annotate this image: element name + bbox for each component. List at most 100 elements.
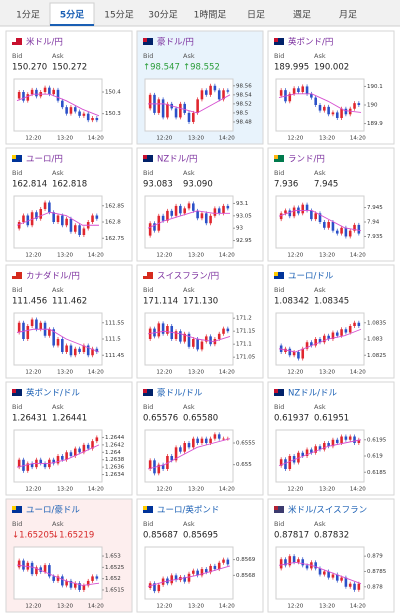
bid-label: Bid [12, 403, 22, 411]
candle [305, 86, 309, 94]
candle [26, 463, 30, 471]
candle [82, 228, 86, 235]
candle [222, 205, 225, 214]
candle [170, 210, 174, 216]
candle [157, 99, 161, 113]
candle [192, 570, 195, 574]
candle [86, 444, 90, 449]
candle [310, 210, 313, 220]
pair-name[interactable]: ユーロ/ドル [288, 272, 334, 282]
ask-value: ↑98.552 [183, 63, 220, 73]
bid-value: 162.814 [12, 180, 47, 190]
y-tick-label: 150.3 [105, 111, 121, 117]
candle [292, 207, 296, 217]
ask-label: Ask [183, 403, 195, 411]
ask-label: Ask [52, 403, 64, 411]
candle [226, 90, 230, 92]
candle [279, 90, 283, 96]
tab-label[interactable]: 週足 [293, 10, 311, 21]
candle [65, 107, 68, 114]
pair-name[interactable]: 豪ドル/円 [157, 37, 194, 48]
candle [279, 459, 283, 466]
candle [174, 331, 178, 339]
candle [217, 90, 221, 100]
pair-name[interactable]: NZドル/ドル [288, 389, 338, 399]
pair-name[interactable]: ユーロ/英ポンド [157, 505, 219, 516]
pair-name[interactable]: 英ポンド/円 [288, 37, 333, 48]
candle [39, 567, 43, 572]
candle [187, 443, 191, 448]
candle [331, 222, 335, 231]
ask-label: Ask [314, 520, 326, 528]
candle [331, 439, 335, 447]
pair-name[interactable]: ユーロ/豪ドル [26, 505, 80, 516]
x-tick-label: 12:20 [287, 136, 303, 142]
candle [331, 112, 335, 115]
candle [323, 443, 326, 450]
flag [143, 506, 153, 513]
candle [17, 560, 21, 568]
pair-name[interactable]: 米ドル/スイスフラン [288, 505, 367, 516]
candle [292, 88, 296, 94]
candle [17, 92, 21, 99]
candle [314, 97, 317, 105]
x-tick-label: 13:20 [57, 253, 73, 259]
tab-label[interactable]: 15分足 [104, 10, 133, 21]
x-tick-label: 13:20 [188, 370, 204, 376]
x-tick-label: 12:20 [156, 253, 172, 259]
y-tick-label: 93.05 [236, 213, 252, 219]
candle [314, 446, 317, 453]
bid-value: 1.08342 [274, 297, 309, 307]
candle [52, 459, 55, 464]
candle [297, 88, 300, 92]
flag-part [274, 155, 278, 159]
candle [209, 438, 212, 443]
pair-name[interactable]: NZドル/円 [157, 155, 198, 165]
ask-label: Ask [52, 286, 64, 294]
pair-name[interactable]: 英ポンド/ドル [26, 388, 80, 399]
moving-average [148, 94, 231, 114]
pair-name[interactable]: 豪ドル/ドル [157, 388, 203, 399]
x-tick-label: 14:20 [219, 370, 235, 376]
tab-label[interactable]: 月足 [339, 10, 357, 21]
bid-value: 93.083 [143, 180, 173, 190]
tab-label[interactable]: 日足 [247, 10, 265, 21]
y-tick-label: 93.1 [236, 201, 248, 207]
candle [69, 345, 73, 356]
candle [297, 352, 300, 359]
candle [318, 213, 322, 222]
tab-label[interactable]: 1時間足 [194, 10, 227, 21]
candle [78, 583, 81, 590]
candle [56, 215, 60, 222]
candle [52, 89, 55, 95]
moving-average [16, 93, 100, 117]
tab-label[interactable]: 1分足 [16, 10, 40, 21]
pair-name[interactable]: 米ドル/円 [26, 37, 63, 48]
candle [161, 464, 165, 469]
pair-name[interactable]: スイスフラン/円 [157, 272, 219, 282]
candle [204, 213, 208, 224]
pair-name[interactable]: ランド/円 [288, 155, 325, 165]
y-tick-label: 1.2634 [105, 472, 125, 478]
moving-average [278, 209, 362, 232]
tab-label[interactable]: 5分足 [60, 9, 85, 21]
x-tick-label: 12:20 [25, 136, 41, 142]
candle [204, 438, 208, 443]
bid-value: 0.87817 [274, 531, 309, 541]
pair-name[interactable]: カナダドル/円 [26, 271, 80, 282]
pair-name[interactable]: ユーロ/円 [26, 155, 63, 165]
candle [17, 222, 21, 229]
candle [69, 218, 73, 232]
tab-label[interactable]: 30分足 [148, 10, 177, 21]
candle [161, 99, 165, 118]
bid-value: 111.456 [12, 297, 47, 307]
bid-label: Bid [12, 52, 22, 60]
ask-value: 171.130 [183, 297, 218, 307]
candle [204, 90, 208, 95]
x-tick-label: 12:20 [287, 487, 303, 493]
candle [157, 584, 161, 592]
y-tick-label: 0.8785 [367, 569, 387, 575]
x-tick-label: 12:20 [25, 253, 41, 259]
candle [65, 452, 68, 460]
candle [331, 332, 335, 339]
